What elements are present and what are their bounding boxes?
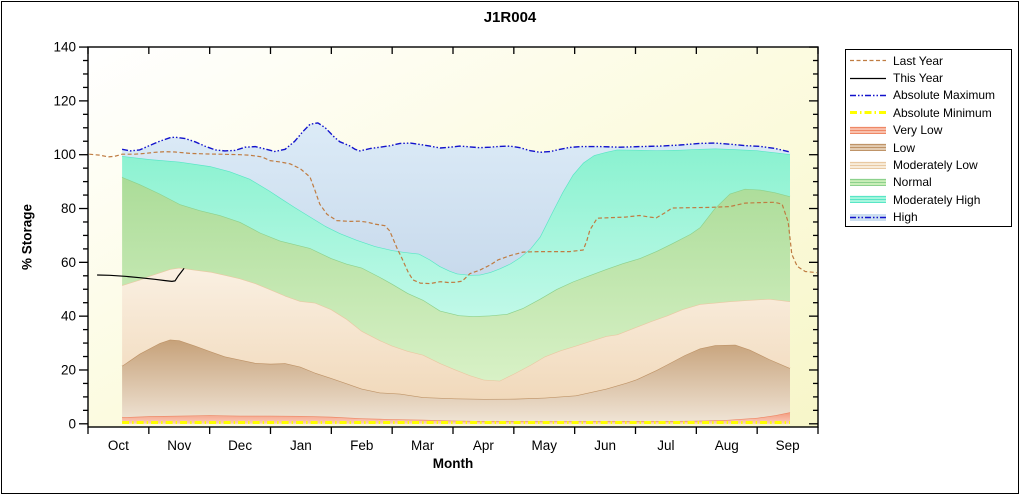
y-tick-label: 0 xyxy=(68,416,76,431)
x-tick-label-jun: Jun xyxy=(594,438,616,453)
series-lines xyxy=(89,122,817,424)
legend-item-label: Very Low xyxy=(893,123,943,138)
y-axis-label: % Storage xyxy=(19,203,35,271)
band-moderately-low xyxy=(122,267,791,399)
legend-item-label: Low xyxy=(893,140,916,155)
x-tick-label-mar: Mar xyxy=(411,438,435,453)
x-tick-label-apr: Apr xyxy=(473,438,495,453)
x-tick-label-sep: Sep xyxy=(776,438,800,453)
legend-marker xyxy=(850,111,886,115)
x-tick-label-jul: Jul xyxy=(657,438,674,453)
legend-item-moderately-high: Moderately High xyxy=(849,191,1011,208)
legend-item-label: Moderately High xyxy=(893,192,981,207)
line-this-year xyxy=(97,267,185,282)
band-very-low xyxy=(122,412,791,424)
legend-item-absolute-minimum: Absolute Minimum xyxy=(849,104,1011,121)
legend-item-high: High xyxy=(849,209,1011,226)
legend-marker xyxy=(850,77,886,79)
legend-marker xyxy=(850,178,886,186)
legend-item-label: Normal xyxy=(893,175,932,190)
y-tick-label: 140 xyxy=(53,40,76,55)
legend: Last Year This Year Absolute Maximum Absolu… xyxy=(845,49,1012,227)
chart-title: J1R004 xyxy=(483,9,537,26)
legend-marker xyxy=(850,213,886,221)
legend-item-very-low: Very Low xyxy=(849,122,1011,139)
x-tick-label-oct: Oct xyxy=(108,438,129,453)
line-last-year xyxy=(89,151,817,285)
band-normal xyxy=(122,177,791,381)
x-tick-label-jan: Jan xyxy=(290,438,312,453)
y-tick-label: 40 xyxy=(61,309,76,324)
legend-item-last-year: Last Year xyxy=(849,52,1011,69)
legend-marker xyxy=(850,161,886,169)
legend-marker xyxy=(850,126,886,134)
x-tick-label-nov: Nov xyxy=(167,438,191,453)
legend-item-low: Low xyxy=(849,139,1011,156)
legend-item-label: This Year xyxy=(893,71,944,86)
y-tick-label: 120 xyxy=(53,93,76,108)
x-tick-label-dec: Dec xyxy=(228,438,252,453)
legend-item-this-year: This Year xyxy=(849,69,1011,86)
band-moderately-high xyxy=(122,148,791,317)
legend-item-absolute-maximum: Absolute Maximum xyxy=(849,87,1011,104)
band-low xyxy=(122,339,791,422)
line-absolute-maximum xyxy=(121,122,791,153)
y-tick-label: 80 xyxy=(61,201,76,216)
storage-bands xyxy=(121,122,791,424)
legend-item-label: Last Year xyxy=(893,53,944,68)
legend-marker xyxy=(850,144,886,152)
legend-marker xyxy=(850,94,886,97)
x-tick-label-aug: Aug xyxy=(715,438,739,453)
x-tick-label-feb: Feb xyxy=(350,438,373,453)
legend-item-normal: Normal xyxy=(849,174,1011,191)
x-tick-label-may: May xyxy=(531,438,557,453)
legend-item-label: High xyxy=(893,210,918,225)
y-tick-label: 60 xyxy=(61,255,76,270)
band-high xyxy=(122,122,791,276)
legend-item-label: Absolute Maximum xyxy=(893,88,996,103)
legend-marker xyxy=(850,196,886,204)
axes: 0 20 40 60 80 100 120 140 Oct Nov Dec Jan Feb Mar Apr M… xyxy=(53,40,819,453)
legend-item-label: Moderately Low xyxy=(893,158,978,173)
legend-item-moderately-low: Moderately Low xyxy=(849,156,1011,173)
y-tick-label: 100 xyxy=(53,147,76,162)
y-tick-label: 20 xyxy=(61,362,76,377)
legend-item-label: Absolute Minimum xyxy=(893,105,992,120)
legend-marker xyxy=(850,60,886,62)
x-axis-label: Month xyxy=(432,456,474,471)
